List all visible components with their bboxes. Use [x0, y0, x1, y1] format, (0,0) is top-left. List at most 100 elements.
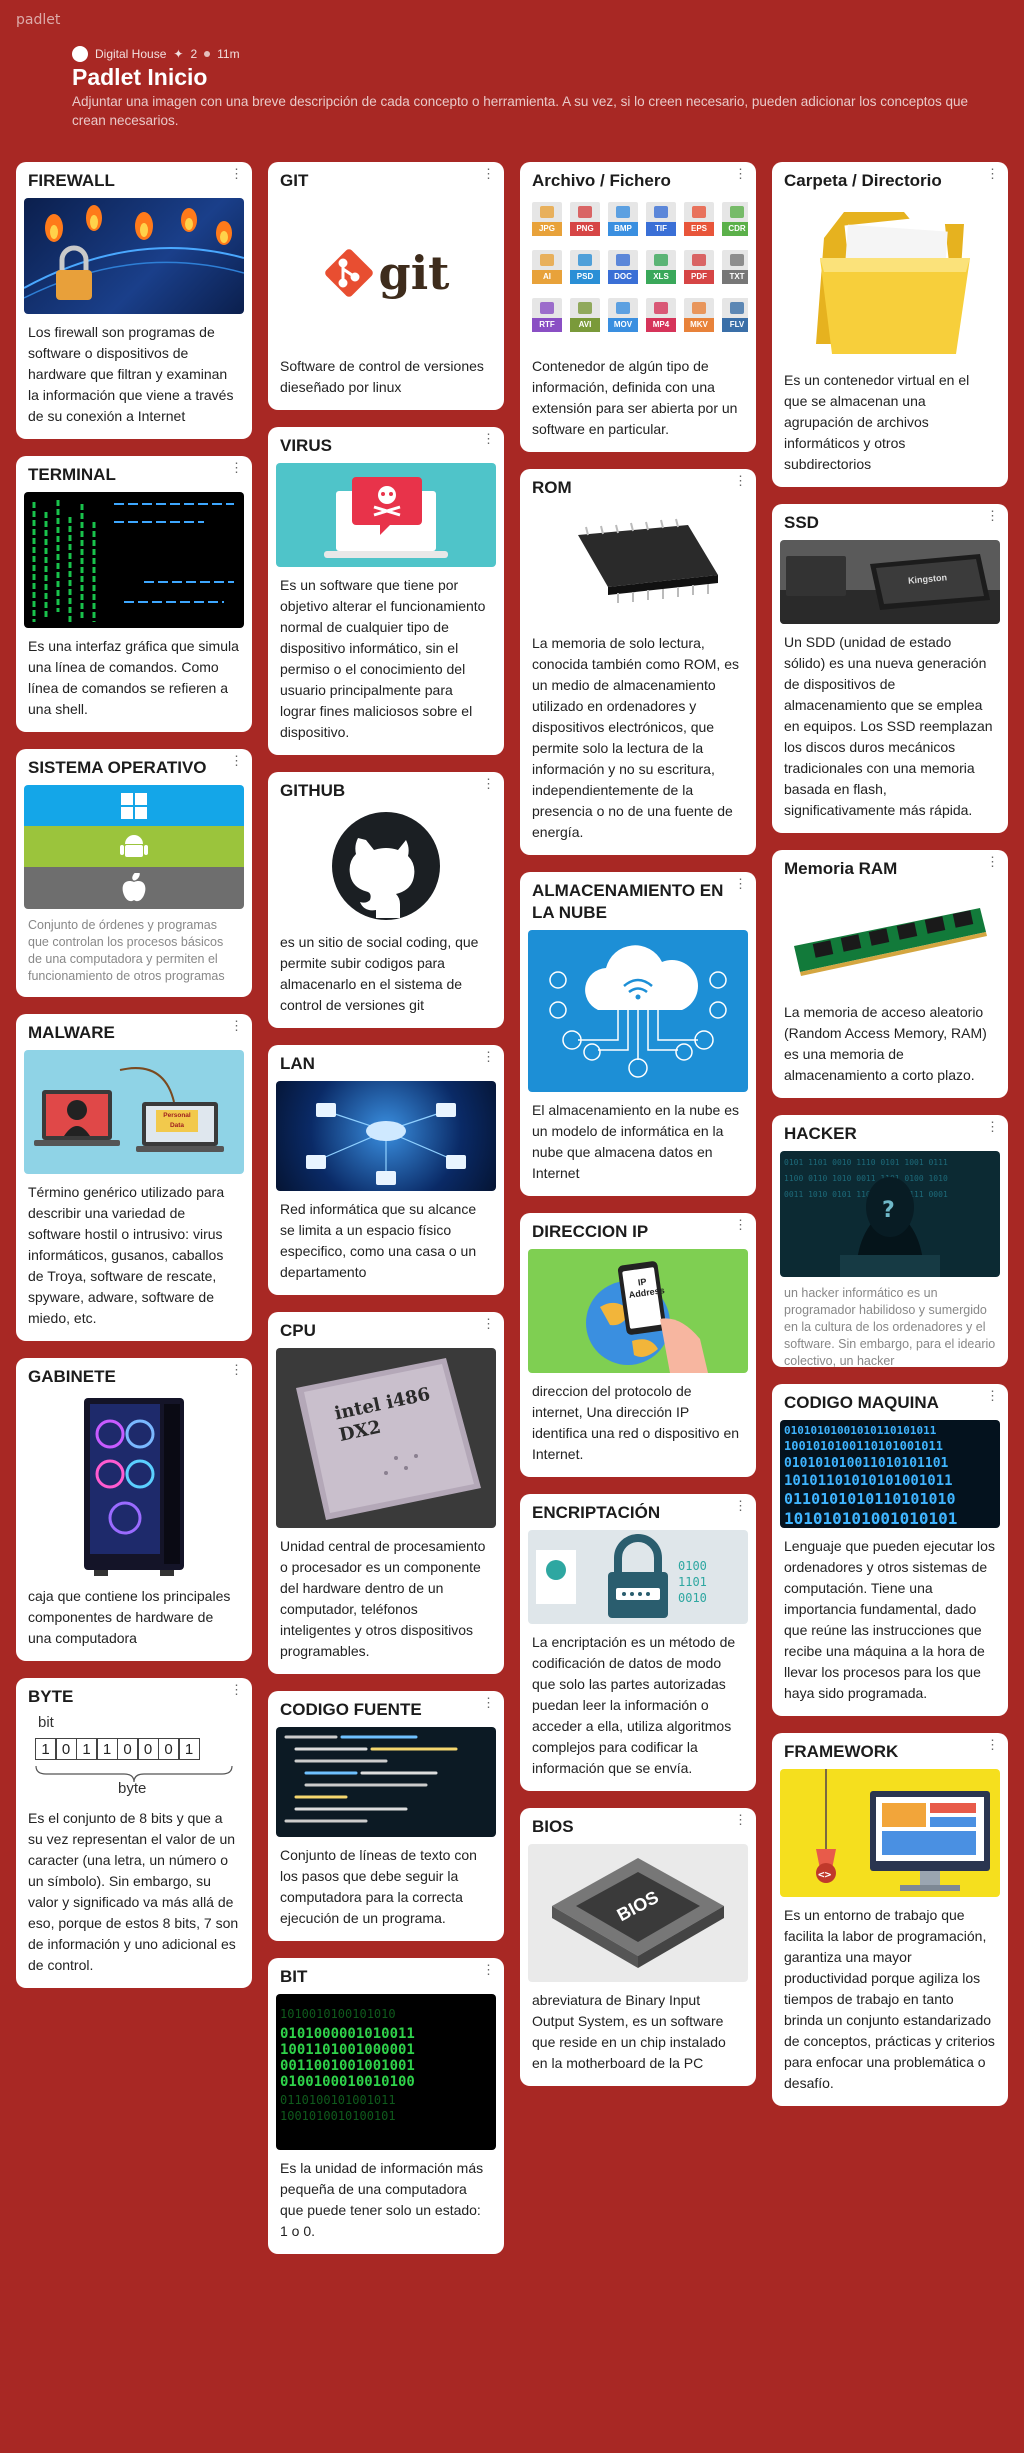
author-name[interactable]: Digital House	[95, 47, 167, 61]
star-icon: ✦	[173, 47, 184, 61]
post-image-ip-phone[interactable]: IP Address	[528, 1249, 748, 1373]
post-image-cloud-network[interactable]	[528, 930, 748, 1092]
file-glyph-icon	[692, 254, 706, 266]
more-vertical-icon[interactable]: ⋮	[734, 1498, 747, 1513]
post-card-firewall[interactable]: FIREWALL ⋮ Los firewall son programas de…	[16, 162, 252, 439]
more-vertical-icon[interactable]: ⋮	[230, 166, 243, 181]
post-card-ip[interactable]: DIRECCION IP ⋮ IP Address direccion del …	[520, 1213, 756, 1477]
post-image-framework-illustration[interactable]: <>	[780, 1769, 1000, 1897]
more-vertical-icon[interactable]: ⋮	[482, 776, 495, 791]
padlet-logo[interactable]: padlet	[16, 12, 61, 28]
post-image-intel-cpu[interactable]: intel i486 DX2	[276, 1348, 496, 1528]
post-body: Es un software que tiene por objetivo al…	[280, 577, 486, 740]
more-vertical-icon[interactable]: ⋮	[734, 1812, 747, 1827]
more-vertical-icon[interactable]: ⋮	[230, 1362, 243, 1377]
post-image-terminal-screen[interactable]	[24, 492, 244, 628]
more-vertical-icon[interactable]: ⋮	[230, 753, 243, 768]
post-image-hacker-hood[interactable]: 0101 1101 0010 1110 0101 1001 0111 1100 0…	[780, 1151, 1000, 1277]
post-image-machine-code[interactable]: 01010101001010110101011 1001010100110101…	[780, 1420, 1000, 1528]
post-card-github[interactable]: GITHUB ⋮ es un sitio de social coding, q…	[268, 772, 504, 1028]
post-card-git[interactable]: GIT ⋮ git Software de control de version…	[268, 162, 504, 410]
post-body: La memoria de acceso aleatorio (Random A…	[784, 1004, 987, 1083]
file-glyph-icon	[616, 254, 630, 266]
post-card-codigo-maquina[interactable]: CODIGO MAQUINA ⋮ 01010101001010110101011…	[772, 1384, 1008, 1716]
author-avatar[interactable]	[72, 46, 88, 62]
post-card-malware[interactable]: MALWARE ⋮ Personal Data Término genérico…	[16, 1014, 252, 1341]
post-image-os-logos[interactable]	[24, 785, 244, 909]
more-vertical-icon[interactable]: ⋮	[230, 1018, 243, 1033]
post-card-sistema-operativo[interactable]: SISTEMA OPERATIVO ⋮ Conjunto de órdenes …	[16, 749, 252, 997]
post-image-binary-matrix[interactable]: 0101000001010011 1001101001000001 00110010…	[276, 1994, 496, 2150]
post-image-source-code[interactable]	[276, 1727, 496, 1837]
post-card-carpeta[interactable]: Carpeta / Directorio ⋮ Es un contenedor …	[772, 162, 1008, 487]
post-card-rom[interactable]: ROM ⋮ La memoria de solo lectura, conoci…	[520, 469, 756, 855]
post-image-lan-network[interactable]	[276, 1081, 496, 1191]
post-image-yellow-folder[interactable]	[780, 198, 1000, 362]
post-image-ssd-drive[interactable]: Kingston	[780, 540, 1000, 624]
file-type-icon: PSD	[570, 250, 600, 284]
svg-text:?: ?	[882, 1198, 895, 1223]
bit-cell: 0	[55, 1738, 77, 1760]
more-vertical-icon[interactable]: ⋮	[734, 473, 747, 488]
post-card-terminal[interactable]: TERMINAL ⋮ Es una interfaz gráfica que s…	[16, 456, 252, 732]
post-image-rom-chip[interactable]	[528, 505, 748, 625]
post-card-cpu[interactable]: CPU ⋮ intel i486 DX2 Unidad central de p…	[268, 1312, 504, 1674]
more-vertical-icon[interactable]: ⋮	[482, 166, 495, 181]
post-body: Un SDD (unidad de estado sólido) es una …	[784, 634, 993, 818]
post-title: TERMINAL	[28, 465, 116, 484]
post-body: Es una interfaz gráfica que simula una l…	[28, 638, 239, 717]
post-image-file-type-icons[interactable]: JPG PNG BMP TIF EPS CDR AI PSD DOC XLS PDF TXT RTF AV…	[528, 198, 748, 348]
post-title: HACKER	[784, 1124, 857, 1143]
post-title: SSD	[784, 513, 819, 532]
post-card-nube[interactable]: ALMACENAMIENTO EN LA NUBE ⋮ El almacenam…	[520, 872, 756, 1196]
more-vertical-icon[interactable]: ⋮	[986, 1737, 999, 1752]
post-card-encriptacion[interactable]: ENCRIPTACIÓN ⋮ 0100 1101 0010 La encriptac…	[520, 1494, 756, 1791]
post-image-ram-module[interactable]	[780, 886, 1000, 994]
more-vertical-icon[interactable]: ⋮	[482, 1049, 495, 1064]
more-vertical-icon[interactable]: ⋮	[482, 1962, 495, 1977]
post-image-firewall-lock-flames[interactable]	[24, 198, 244, 314]
more-vertical-icon[interactable]: ⋮	[986, 854, 999, 869]
post-card-bit[interactable]: BIT ⋮ 0101000001010011 1001101001000001 00…	[268, 1958, 504, 2254]
post-card-framework[interactable]: FRAMEWORK ⋮ <> Es un entorno de trabajo …	[772, 1733, 1008, 2106]
more-vertical-icon[interactable]: ⋮	[986, 1388, 999, 1403]
more-vertical-icon[interactable]: ⋮	[734, 1217, 747, 1232]
post-card-ssd[interactable]: SSD ⋮ Kingston Un SDD (unidad de estado …	[772, 504, 1008, 833]
more-vertical-icon[interactable]: ⋮	[230, 1682, 243, 1697]
post-title: GIT	[280, 171, 309, 190]
more-vertical-icon[interactable]: ⋮	[482, 1316, 495, 1331]
post-image-github-logo[interactable]	[276, 808, 496, 924]
svg-text:0010: 0010	[678, 1591, 707, 1605]
more-vertical-icon[interactable]: ⋮	[734, 166, 747, 181]
more-vertical-icon[interactable]: ⋮	[986, 166, 999, 181]
post-card-hacker[interactable]: HACKER ⋮ 0101 1101 0010 1110 0101 1001 0…	[772, 1115, 1008, 1367]
post-card-archivo[interactable]: Archivo / Fichero ⋮ JPG PNG BMP TIF EPS CDR AI…	[520, 162, 756, 452]
post-card-codigo-fuente[interactable]: CODIGO FUENTE ⋮ Conjunto de líneas de te…	[268, 1691, 504, 1941]
post-image-virus-laptop[interactable]	[276, 463, 496, 567]
post-image-git-logo[interactable]: git	[276, 198, 496, 348]
more-vertical-icon[interactable]: ⋮	[734, 876, 747, 891]
more-vertical-icon[interactable]: ⋮	[482, 431, 495, 446]
more-vertical-icon[interactable]: ⋮	[986, 1119, 999, 1134]
post-body: Conjunto de órdenes y programas que cont…	[28, 918, 225, 983]
more-vertical-icon[interactable]: ⋮	[986, 508, 999, 523]
post-title: CPU	[280, 1321, 316, 1340]
post-body: es un sitio de social coding, que permit…	[280, 934, 479, 1013]
post-card-bios[interactable]: BIOS ⋮ BIOS abreviatura de Binary Input …	[520, 1808, 756, 2086]
more-vertical-icon[interactable]: ⋮	[230, 460, 243, 475]
post-image-encryption-lock[interactable]: 0100 1101 0010	[528, 1530, 748, 1624]
post-card-lan[interactable]: LAN ⋮ Red informática que su alcance se …	[268, 1045, 504, 1295]
svg-text:0101 1101 0010 1110 0101 1001: 0101 1101 0010 1110 0101 1001 0111	[784, 1158, 948, 1167]
file-type-label: TIF	[646, 222, 676, 236]
post-card-gabinete[interactable]: GABINETE ⋮ caja que contiene los princip…	[16, 1358, 252, 1661]
post-image-pc-case[interactable]	[24, 1394, 244, 1578]
post-card-virus[interactable]: VIRUS ⋮ Es un software que tiene por obj…	[268, 427, 504, 755]
post-title: BIOS	[532, 1817, 574, 1836]
post-image-bios-chip[interactable]: BIOS	[528, 1844, 748, 1982]
post-image-malware-illustration[interactable]: Personal Data	[24, 1050, 244, 1174]
more-vertical-icon[interactable]: ⋮	[482, 1695, 495, 1710]
post-card-ram[interactable]: Memoria RAM ⋮ La memoria de acceso aleat…	[772, 850, 1008, 1098]
malware-image-label: Personal Data	[163, 1112, 191, 1129]
